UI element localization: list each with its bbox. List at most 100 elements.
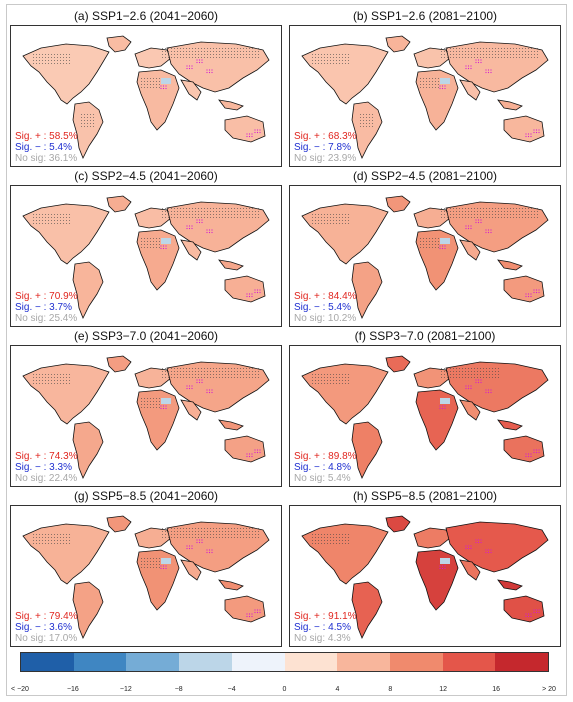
world-map: Sig. + : 89.8% Sig. − : 4.8% No sig: 5.4% [289, 345, 561, 487]
stipple-region [221, 206, 261, 218]
sig-marker [198, 221, 201, 224]
sig-marker [470, 385, 472, 387]
continent-shape [503, 435, 545, 463]
sig-marker [485, 389, 487, 391]
negative-patch [440, 238, 450, 244]
stipple-region [221, 46, 261, 58]
panel-title: (g) SSP5−8.5 (2041−2060) [73, 489, 219, 503]
map-panel: (h) SSP5−8.5 (2081−2100) Sig. + : 91.1% Si… [289, 488, 561, 647]
sig-marker [196, 541, 198, 544]
no-sig-label: No sig: 23.9% [294, 153, 357, 164]
sig-marker [530, 455, 532, 458]
sig-marker [525, 455, 527, 458]
sig-marker [201, 381, 203, 384]
sig-marker [251, 453, 253, 455]
sig-marker [188, 387, 191, 390]
map-svg [22, 35, 270, 159]
sig-marker [201, 539, 203, 541]
colorbar-tick-label: > 20 [542, 686, 556, 693]
colorbar [20, 652, 549, 672]
sig-marker [480, 541, 482, 544]
significance-stats: Sig. + : 74.3% Sig. − : 3.3% No sig: 22.4% [15, 451, 78, 484]
sig-marker [254, 609, 256, 611]
sig-marker [535, 609, 538, 611]
sig-marker [465, 547, 467, 550]
sig-marker [186, 385, 188, 387]
no-sig-label: No sig: 25.4% [15, 313, 78, 324]
no-sig-label: No sig: 17.0% [15, 633, 78, 644]
sig-marker [246, 613, 248, 615]
colorbar-segment [389, 653, 443, 671]
colorbar-tick-label: 0 [282, 686, 287, 693]
sig-marker [530, 293, 532, 295]
sig-marker [188, 385, 191, 387]
sig-marker [165, 245, 167, 247]
sig-marker [201, 379, 203, 381]
stipple-region [221, 526, 261, 538]
world-map: Sig. + : 91.1% Sig. − : 4.5% No sig: 4.3% [289, 505, 561, 647]
map-svg [301, 195, 549, 319]
sig-marker [538, 609, 540, 611]
sig-marker [211, 229, 213, 231]
sig-marker [259, 131, 261, 134]
sig-marker [186, 225, 188, 227]
continent-shape [413, 527, 451, 549]
sig-marker [480, 219, 482, 221]
sig-marker [477, 219, 480, 221]
sig-marker [165, 565, 167, 567]
sig-marker [206, 389, 208, 391]
sig-marker [208, 71, 211, 74]
stipple-region [440, 48, 500, 60]
continent-shape [459, 559, 481, 581]
stipple-region [310, 212, 350, 226]
sig-marker [206, 551, 208, 554]
negative-patch [161, 238, 171, 244]
sig-marker [470, 65, 472, 67]
stipple-region [420, 236, 440, 250]
sig-marker [254, 289, 256, 291]
stipple-region [221, 366, 261, 378]
continent-shape [459, 239, 481, 261]
map-panel: (g) SSP5−8.5 (2041−2060) Sig. + : 79.4% Si… [10, 488, 282, 647]
sig-marker [538, 129, 540, 131]
sig-marker [246, 615, 248, 618]
sig-marker [208, 389, 211, 391]
sig-marker [470, 387, 472, 390]
sig-marker [477, 59, 480, 61]
sig-marker [160, 407, 162, 410]
sig-marker [465, 225, 467, 227]
sig-marker [206, 69, 208, 71]
sig-marker [441, 405, 444, 407]
significance-stats: Sig. + : 84.4% Sig. − : 5.4% No sig: 10.2% [294, 291, 357, 324]
sig-marker [527, 455, 530, 458]
sig-marker [530, 453, 532, 455]
continent-shape [503, 595, 545, 623]
sig-marker [535, 451, 538, 454]
sig-marker [196, 379, 198, 381]
continent-shape [218, 259, 244, 271]
sig-marker [211, 71, 213, 74]
sig-marker [165, 87, 167, 90]
sig-marker [198, 541, 201, 544]
sig-marker [201, 59, 203, 61]
sig-marker [165, 405, 167, 407]
sig-marker [475, 61, 477, 64]
panel-title: (h) SSP5−8.5 (2081−2100) [352, 489, 498, 503]
continent-shape [497, 259, 523, 271]
colorbar-tick-label: 4 [335, 686, 340, 693]
colorbar-segment [179, 653, 232, 671]
continent-shape [351, 101, 383, 159]
sig-marker [188, 65, 191, 67]
sig-marker [246, 295, 248, 298]
sig-negative-label: Sig. − : 3.7% [15, 302, 72, 313]
sig-marker [162, 405, 165, 407]
continent-shape [180, 559, 202, 581]
sig-marker [480, 221, 482, 224]
sig-marker [196, 221, 198, 224]
sig-marker [467, 547, 470, 550]
sig-marker [191, 547, 193, 550]
colorbar-segment [284, 653, 338, 671]
colorbar-tick-label: −4 [227, 686, 236, 693]
sig-marker [211, 389, 213, 391]
continent-shape [218, 579, 244, 591]
